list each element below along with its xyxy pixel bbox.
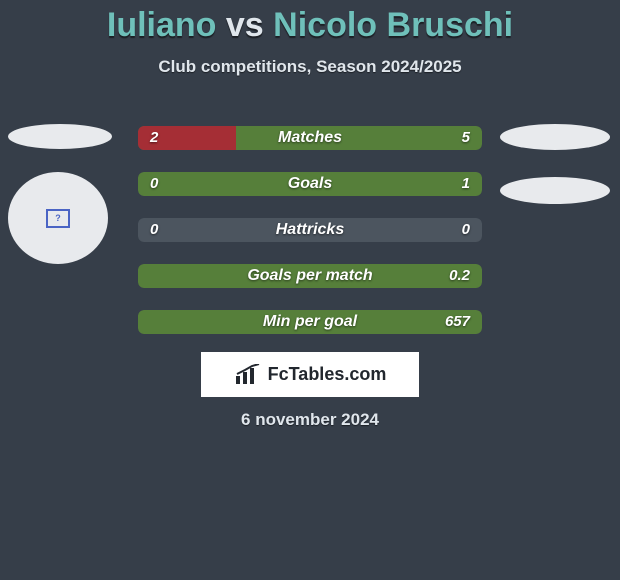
page-title: Iuliano vs Nicolo Bruschi — [0, 0, 620, 45]
stat-label: Goals per match — [138, 264, 482, 288]
brand-chart-icon — [234, 364, 262, 386]
stat-label: Min per goal — [138, 310, 482, 334]
stat-bar: 01Goals — [138, 172, 482, 196]
player2-club-placeholder — [500, 177, 610, 204]
right-avatar-column — [500, 124, 610, 204]
stat-label: Matches — [138, 126, 482, 150]
stat-bars: 25Matches 01Goals 00Hattricks 0.2Goals per … — [138, 126, 482, 356]
player2-flag-placeholder — [500, 124, 610, 150]
title-vs: vs — [226, 6, 264, 44]
player1-flag-placeholder — [8, 124, 112, 149]
stat-label: Hattricks — [138, 218, 482, 242]
badge-icon: ? — [46, 209, 70, 228]
player1-club-badge: ? — [8, 172, 108, 264]
subtitle: Club competitions, Season 2024/2025 — [0, 57, 620, 77]
brand-box: FcTables.com — [201, 352, 419, 397]
title-player1: Iuliano — [107, 6, 217, 44]
brand-text: FcTables.com — [268, 364, 387, 385]
stat-label: Goals — [138, 172, 482, 196]
left-avatar-column: ? — [8, 124, 112, 264]
stat-bar: 25Matches — [138, 126, 482, 150]
stat-bar: 00Hattricks — [138, 218, 482, 242]
stat-bar: 0.2Goals per match — [138, 264, 482, 288]
stat-bar: 657Min per goal — [138, 310, 482, 334]
date-text: 6 november 2024 — [0, 410, 620, 430]
comparison-infographic: Iuliano vs Nicolo Bruschi Club competiti… — [0, 0, 620, 580]
title-player2: Nicolo Bruschi — [273, 6, 513, 44]
